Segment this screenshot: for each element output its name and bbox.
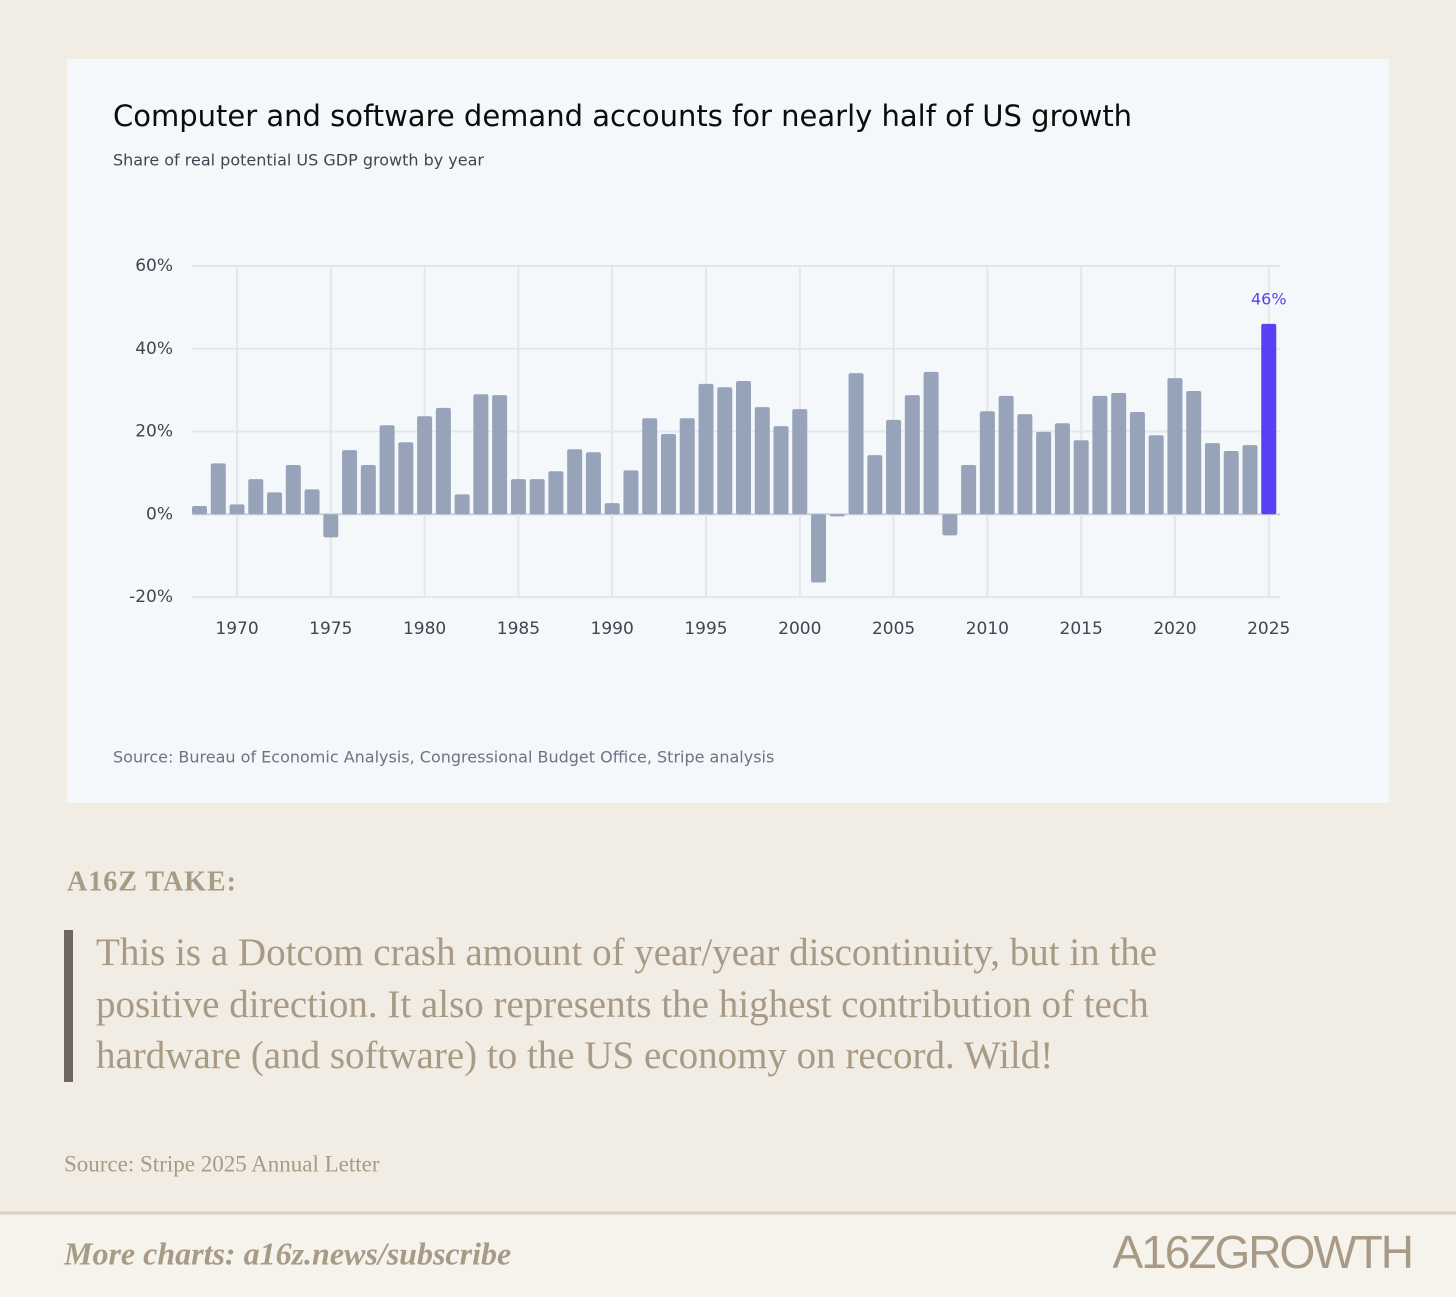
footer-logo: A16ZGROWTH — [1113, 1226, 1412, 1278]
bar — [1186, 390, 1202, 515]
bar — [529, 479, 545, 515]
x-tick-label: 1970 — [215, 619, 258, 639]
y-tick-label: 0% — [146, 504, 173, 524]
bar — [792, 409, 808, 515]
bar — [698, 383, 714, 515]
bar — [267, 492, 283, 515]
bar — [829, 514, 845, 517]
bar — [1167, 378, 1183, 515]
bar — [229, 504, 245, 515]
bar — [811, 514, 827, 583]
bar — [736, 381, 752, 515]
x-tick-label: 2005 — [872, 619, 915, 639]
y-tick-label: 40% — [135, 339, 173, 359]
bar — [623, 470, 639, 515]
bar — [867, 455, 883, 515]
bar — [1129, 412, 1145, 515]
bar — [979, 411, 995, 515]
quote-line: hardware (and software) to the US econom… — [96, 1034, 1053, 1077]
bar — [848, 373, 864, 515]
bar — [1054, 423, 1070, 515]
x-tick-label: 2020 — [1153, 619, 1196, 639]
bar — [210, 463, 226, 515]
bar — [567, 449, 583, 515]
bar — [904, 395, 920, 515]
bar — [379, 425, 395, 515]
bar — [248, 479, 264, 515]
quote-bar — [64, 930, 73, 1082]
chart-source: Source: Bureau of Economic Analysis, Con… — [113, 748, 774, 767]
bar — [1092, 395, 1108, 515]
y-tick-label: 60% — [135, 256, 173, 276]
bar — [473, 394, 489, 515]
bar — [642, 418, 658, 515]
chart-subtitle: Share of real potential US GDP growth by… — [113, 151, 484, 170]
footer-cta: More charts: a16z.news/subscribe — [63, 1235, 511, 1271]
bar — [1204, 443, 1220, 515]
y-tick-label: -20% — [129, 587, 173, 607]
bar — [454, 494, 470, 515]
chart-title: Computer and software demand accounts fo… — [113, 99, 1132, 133]
x-tick-label: 1995 — [684, 619, 727, 639]
bar — [1223, 450, 1239, 515]
x-tick-label: 1985 — [497, 619, 540, 639]
bar — [1242, 445, 1258, 515]
bar — [342, 450, 358, 515]
bar — [492, 395, 508, 515]
bar — [360, 465, 376, 515]
quote-line: positive direction. It also represents t… — [96, 983, 1149, 1026]
bar — [1148, 435, 1164, 515]
quote-line: This is a Dotcom crash amount of year/ye… — [96, 931, 1157, 974]
bar — [417, 416, 433, 515]
y-tick-label: 20% — [135, 422, 173, 442]
x-tick-label: 1980 — [403, 619, 446, 639]
take-heading: A16Z TAKE: — [67, 866, 237, 897]
plot: -20% 0% 20% 40% 60% 1970 1975 1980 1985 1990 1995 2… — [129, 256, 1290, 639]
bar — [1036, 431, 1052, 515]
bar — [585, 452, 601, 515]
bar — [754, 407, 770, 515]
bar — [679, 418, 695, 515]
bar — [773, 426, 789, 515]
x-tick-label: 2025 — [1247, 619, 1290, 639]
bar — [923, 371, 939, 515]
x-tick-label: 2000 — [778, 619, 821, 639]
bar — [398, 442, 414, 515]
bar — [1111, 393, 1127, 515]
bar — [1261, 323, 1277, 515]
bar — [1017, 414, 1033, 515]
source: Source: Stripe 2025 Annual Letter — [64, 1151, 380, 1176]
bar — [304, 489, 320, 515]
bar — [886, 419, 902, 515]
bar — [510, 479, 526, 515]
bar — [942, 514, 958, 536]
bar — [192, 505, 208, 515]
x-tick-label: 1975 — [309, 619, 352, 639]
bar — [961, 465, 977, 515]
footer — [0, 1212, 1456, 1297]
bar — [285, 465, 301, 515]
x-tick-label: 2010 — [966, 619, 1009, 639]
bar — [998, 395, 1014, 515]
bar — [717, 387, 733, 515]
bar — [1073, 440, 1089, 515]
bar — [323, 514, 339, 538]
bar — [548, 471, 564, 515]
bar — [660, 433, 676, 515]
bar — [604, 503, 620, 515]
value-label: 46% — [1251, 289, 1287, 308]
x-tick-label: 1990 — [591, 619, 634, 639]
x-tick-label: 2015 — [1060, 619, 1103, 639]
bar — [435, 407, 451, 515]
